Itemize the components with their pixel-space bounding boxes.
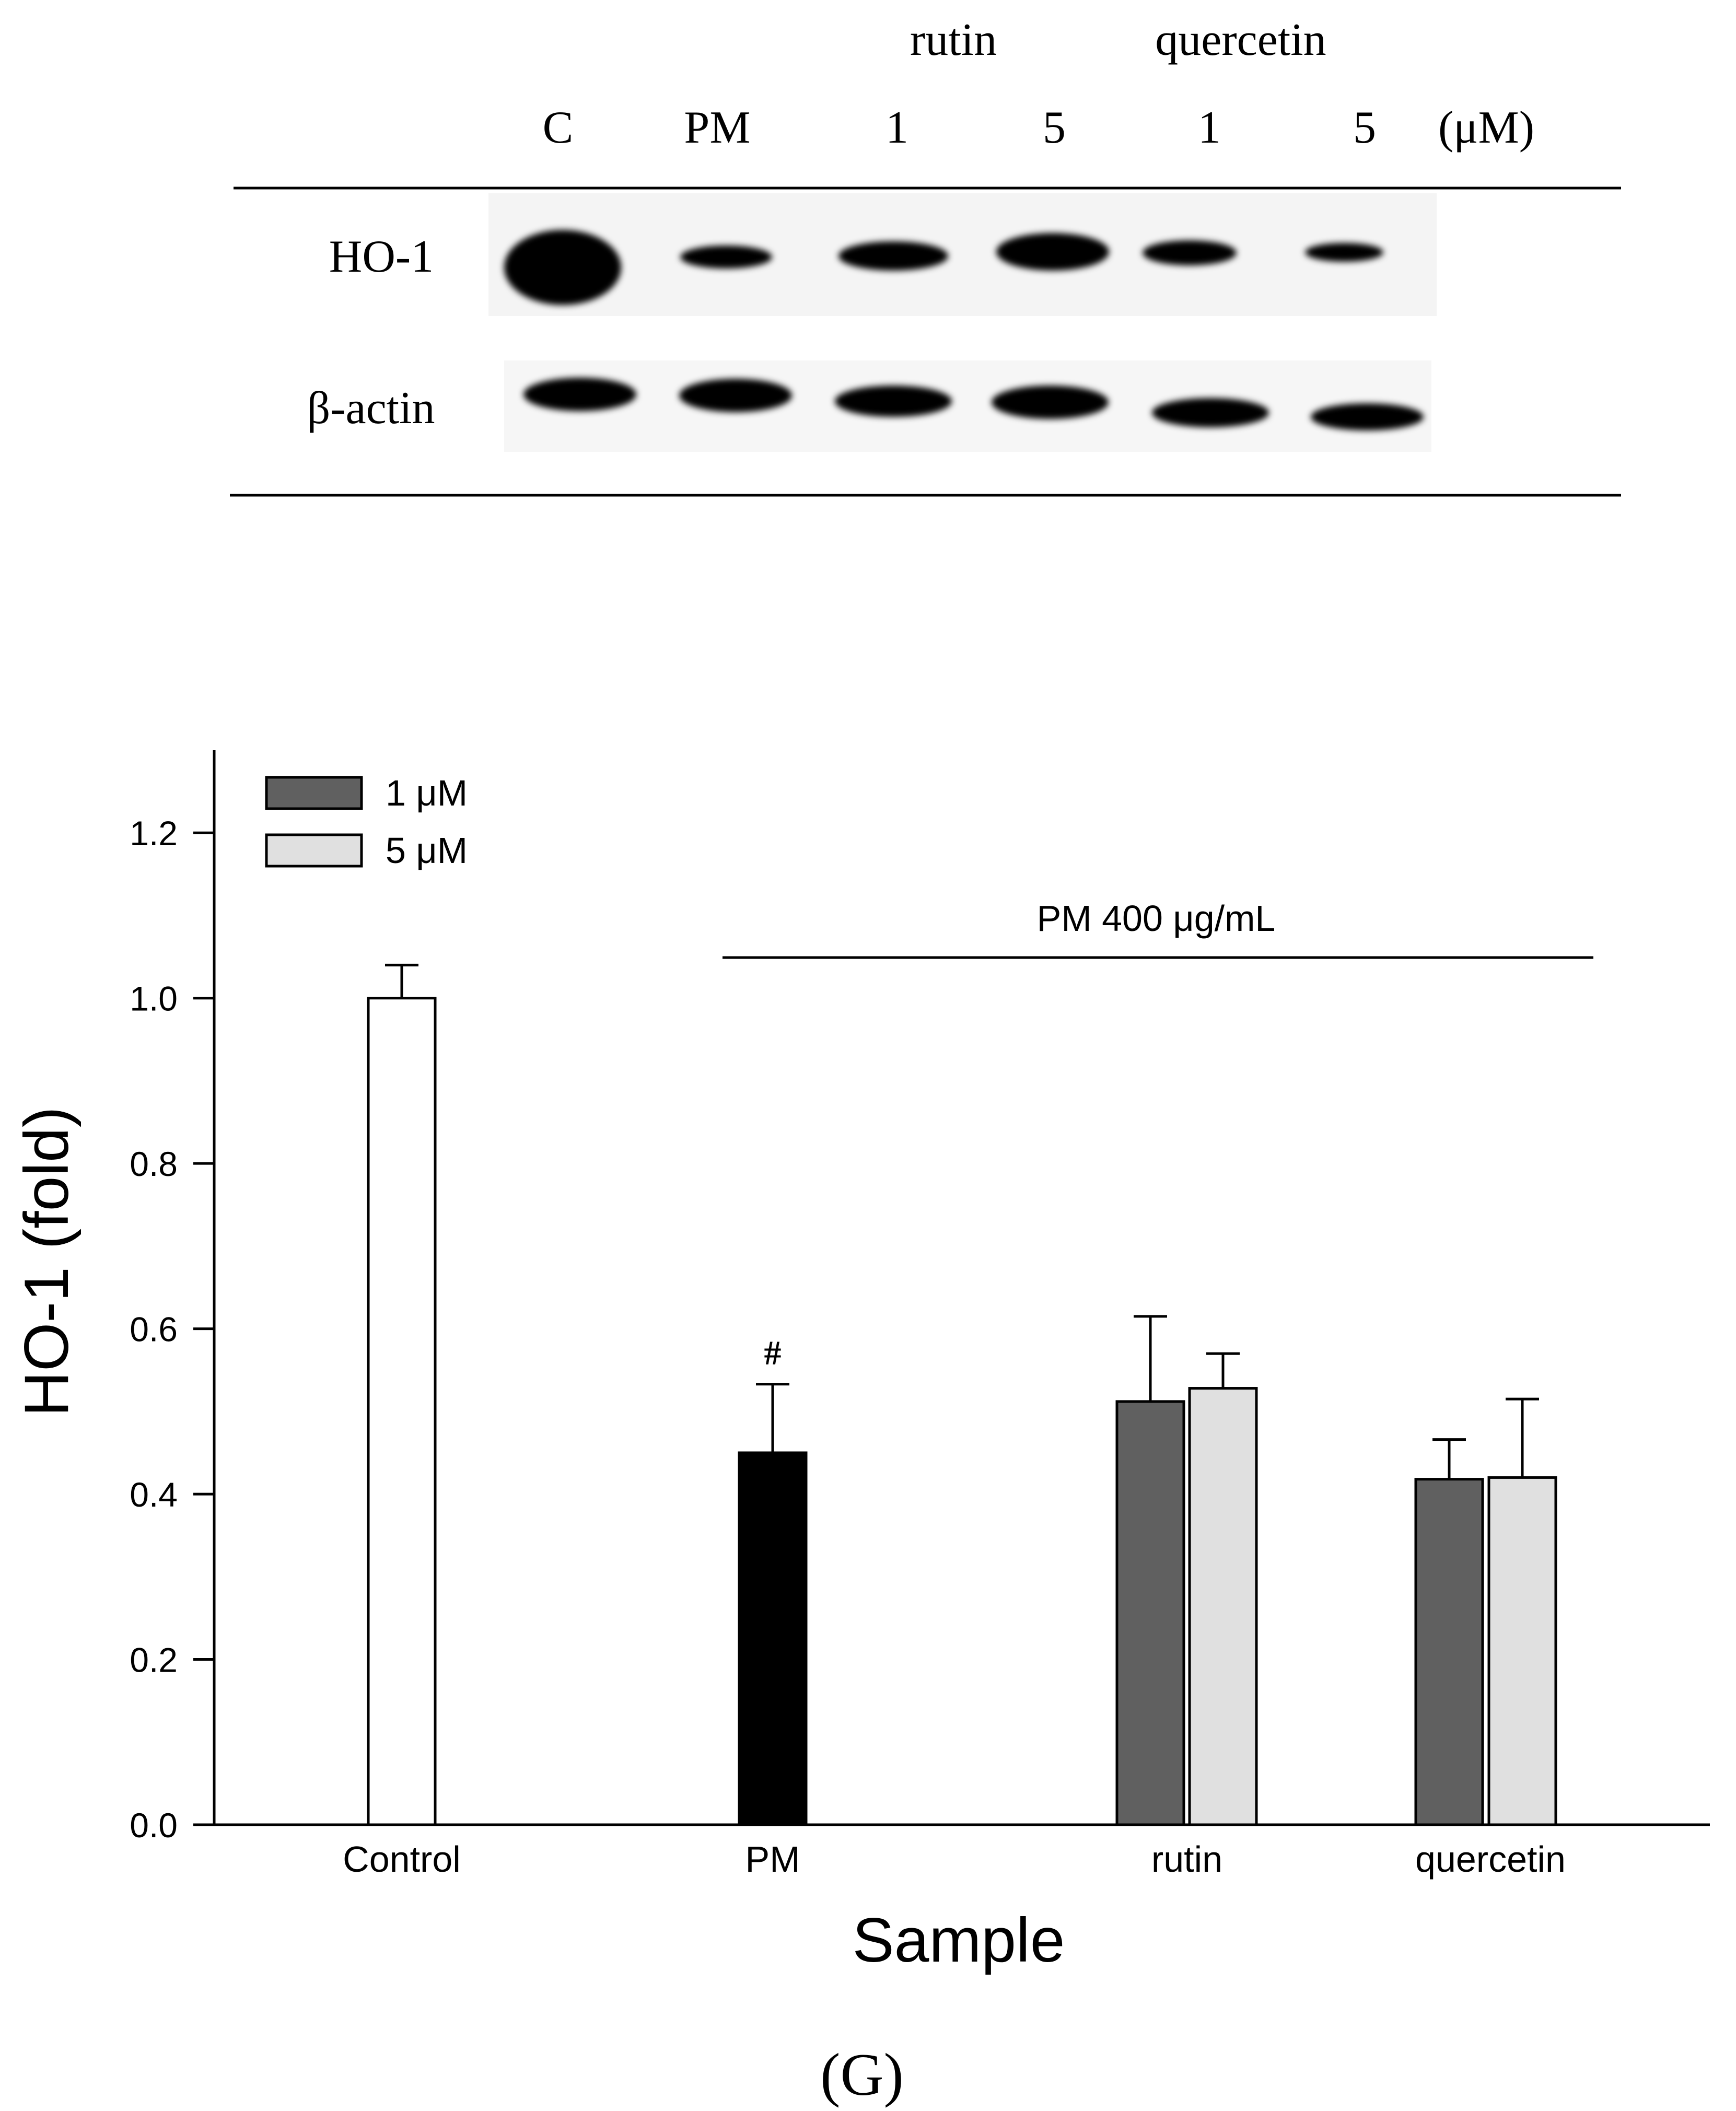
y-tick-label: 0.4 [130, 1475, 178, 1514]
significance-mark-pm: # [764, 1334, 782, 1372]
x-axis-title: Sample [853, 1905, 1065, 1975]
chart-axes [213, 750, 1710, 1826]
legend: 1 μM 5 μM [265, 773, 468, 871]
bar-rutin-1-m [1115, 1400, 1185, 1826]
beta-actin-band-c [523, 378, 636, 411]
y-tick-label: 0.6 [130, 1310, 178, 1349]
legend-label-5um: 5 μM [386, 830, 468, 871]
ho1-band-rutin-1 [838, 241, 948, 271]
y-tick-label: 1.2 [130, 814, 178, 853]
figure-label: (G) [820, 2042, 904, 2108]
ho1-band-c [504, 230, 621, 305]
blot-row-label-beta-actin: β-actin [307, 383, 435, 434]
lane-label-pm: PM [684, 102, 750, 153]
ho1-band-quercetin-5 [1305, 243, 1383, 262]
bar-quercetin-5-m [1487, 1476, 1557, 1826]
y-tick-label: 0.0 [130, 1806, 178, 1845]
lane-label-rutin-5: 5 [1043, 102, 1066, 153]
ho1-band-rutin-5 [996, 233, 1109, 271]
bar-quercetin-1-m [1414, 1478, 1484, 1826]
bar-rutin-5-m [1188, 1387, 1258, 1826]
legend-label-1um: 1 μM [386, 773, 468, 813]
y-ticks: 0.0 0.2 0.4 0.6 0.8 1.0 1.2 [130, 814, 214, 1845]
pm-treatment-bracket-label: PM 400 μg/mL [1037, 898, 1276, 939]
ho1-band-quercetin-1 [1143, 240, 1237, 265]
beta-actin-band-rutin-5 [992, 386, 1109, 419]
blot-row-label-ho1: HO-1 [329, 231, 434, 282]
unit-label: (μM) [1438, 102, 1534, 153]
y-tick-label: 0.8 [130, 1145, 178, 1183]
x-tick-label-rutin: rutin [1151, 1839, 1222, 1880]
bars: # [367, 963, 1557, 1826]
x-tick-label-quercetin: quercetin [1415, 1839, 1566, 1880]
beta-actin-membrane [504, 360, 1431, 452]
x-tick-label-pm: PM [745, 1839, 800, 1880]
legend-swatch-5um [265, 833, 363, 868]
bar-pm [738, 1451, 808, 1826]
y-axis-title: HO-1 (fold) [11, 1106, 81, 1416]
western-blot-panel: rutin quercetin C PM 1 5 1 5 (μM) HO-1 β… [230, 15, 1621, 497]
y-tick-label: 0.2 [130, 1641, 178, 1680]
group-label-quercetin: quercetin [1155, 15, 1326, 65]
legend-swatch-1um [265, 776, 363, 810]
y-tick-label: 1.0 [130, 979, 178, 1018]
group-label-rutin: rutin [910, 15, 997, 65]
x-tick-label-control: Control [343, 1839, 461, 1880]
x-tick-labels: Control PM rutin quercetin [343, 1839, 1566, 1880]
lane-label-c: C [543, 102, 574, 153]
beta-actin-band-rutin-1 [835, 386, 952, 417]
beta-actin-band-quercetin-5 [1311, 403, 1424, 430]
bar-control [367, 997, 437, 1826]
lane-label-quercetin-1: 1 [1198, 102, 1221, 153]
lane-label-quercetin-5: 5 [1353, 102, 1376, 153]
bar-chart: 0.0 0.2 0.4 0.6 0.8 1.0 1.2 # Control PM rutin qu… [11, 750, 1710, 2108]
beta-actin-band-quercetin-1 [1152, 398, 1269, 427]
ho1-band-pm [680, 246, 772, 269]
ho1-membrane [488, 193, 1437, 316]
beta-actin-band-pm [679, 379, 792, 412]
lane-label-rutin-1: 1 [886, 102, 908, 153]
